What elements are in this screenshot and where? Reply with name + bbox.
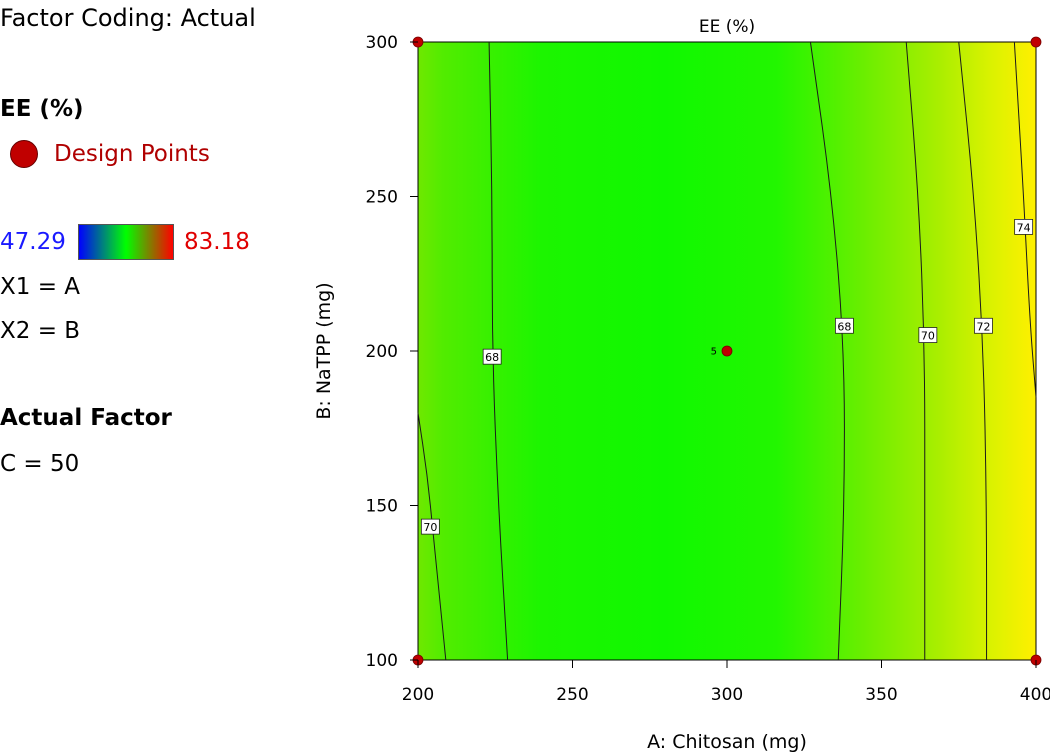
contour-line-68-1 [809, 41, 845, 661]
contour-label-3: 70 [918, 327, 938, 343]
contour-label-text: 68 [837, 320, 851, 333]
contour-line-72-4 [958, 41, 988, 660]
x2-mapping: X2 = B [0, 318, 81, 344]
contour-label-text: 68 [485, 351, 499, 364]
scale-max-value: 83.18 [184, 229, 250, 255]
x-tick-label-2: 300 [711, 685, 743, 705]
contour-label-0: 68 [482, 348, 502, 365]
x-tick-label-0: 200 [402, 685, 434, 705]
design-points-legend: Design Points [10, 138, 210, 170]
y-tick-label-4: 300 [366, 33, 398, 53]
y-axis-label: B: NaTPP (mg) [313, 282, 335, 419]
contour-line-70-3 [905, 41, 926, 660]
factor-coding-label: Factor Coding: Actual [0, 4, 256, 32]
contour-label-4: 72 [974, 317, 993, 334]
y-tick-label-0: 100 [366, 651, 398, 671]
contour-label-1: 68 [835, 317, 854, 334]
contour-label-text: 74 [1017, 221, 1031, 234]
response-name: EE (%) [0, 96, 84, 122]
x-tick-label-1: 250 [556, 685, 588, 705]
contour-label-5: 74 [1014, 218, 1034, 235]
x-tick-label-3: 350 [865, 685, 897, 705]
contour-label-text: 72 [976, 320, 990, 333]
y-tick-label-1: 150 [366, 497, 398, 517]
axes: 200 250 300 350 400 100 150 200 250 300 [366, 33, 1050, 705]
actual-factor-title: Actual Factor [0, 405, 172, 431]
contour-lines [417, 41, 1037, 661]
x1-mapping: X1 = A [0, 274, 81, 300]
contour-label-2: 70 [420, 518, 440, 535]
y-tick-label-3: 250 [366, 188, 398, 208]
design-points-label: Design Points [54, 141, 210, 167]
contour-label-text: 70 [921, 330, 935, 343]
color-scale-legend: 47.29 83.18 [0, 222, 250, 262]
design-point-replicate-label: 5 [711, 347, 717, 358]
scale-min-value: 47.29 [0, 229, 66, 255]
design-point-marker-icon [10, 140, 38, 168]
plot-title: EE (%) [699, 17, 755, 37]
design-point-1 [1030, 36, 1042, 48]
design-point-2 [721, 345, 733, 357]
contour-label-text: 70 [423, 521, 437, 534]
contour-line-74-5 [1013, 41, 1037, 398]
x-tick-label-4: 400 [1020, 685, 1050, 705]
contour-labels: 68 68 70 70 72 74 [420, 218, 1034, 535]
actual-factor-value: C = 50 [0, 451, 80, 477]
y-tick-label-2: 200 [366, 342, 398, 362]
contour-line-70-2 [417, 412, 447, 661]
x-axis-label: A: Chitosan (mg) [647, 731, 807, 752]
color-scale-bar [78, 224, 174, 260]
